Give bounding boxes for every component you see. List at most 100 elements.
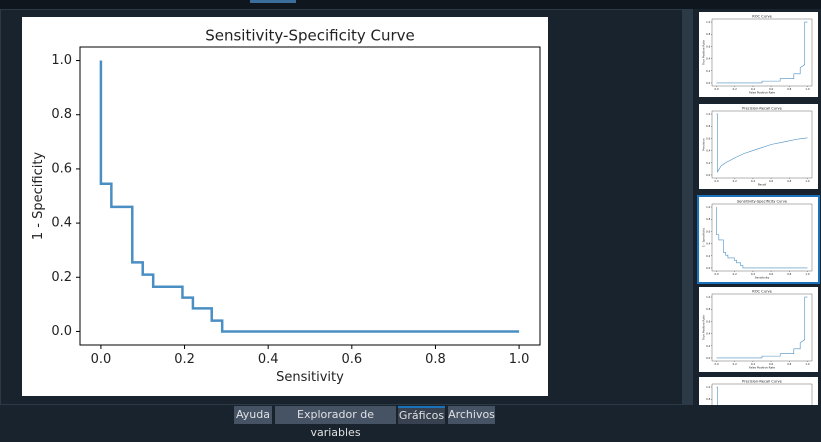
x-tick-label: 1.0	[509, 352, 530, 367]
axes-frame	[711, 203, 813, 272]
axes-frame	[711, 110, 813, 179]
figure-background	[22, 17, 548, 396]
y-tick-label: 0.0	[51, 324, 72, 339]
y-tick-label: 0.6	[706, 319, 710, 323]
y-tick-label: 0.4	[706, 332, 710, 336]
y-tick-label: 0.2	[706, 344, 710, 348]
x-axis-label: False Positive Rate	[749, 366, 775, 370]
chart-title: Precision-Recall Curve	[742, 106, 783, 110]
main-plot: 0.0 0.2 0.4 0.6 0.8 1.0 0.0 0.2 0.4 0.6 0.8 1.0 Sens…	[22, 17, 548, 396]
x-tick-label: 0.2	[733, 362, 737, 366]
x-tick-label: 0.6	[769, 362, 773, 366]
chart-title: ROC Curve	[752, 289, 772, 293]
x-tick-label: 0.2	[733, 272, 737, 276]
x-axis-label: Sensitivity	[276, 370, 344, 385]
axes-frame	[711, 383, 813, 405]
x-tick-label: 0.0	[91, 352, 112, 367]
y-tick-label: 0.4	[706, 242, 710, 246]
figure-background	[699, 104, 818, 189]
y-tick-label: 0.8	[706, 124, 710, 128]
y-tick-label: 0.8	[706, 217, 710, 221]
y-tick-label: 0.8	[51, 107, 72, 122]
figure-background	[699, 12, 818, 97]
thumbnail-plot: 0.0 0.2 0.4 0.6 0.8 1.0 0.0 0.2 0.4 0.6 0.8 1.0 ROC …	[699, 12, 818, 97]
x-tick-label: 1.0	[805, 179, 809, 183]
chart-title: Sensitivity-Specificity Curve	[737, 199, 788, 203]
y-tick-label: 0.8	[706, 32, 710, 36]
data-line	[99, 60, 520, 333]
thumbnail[interactable]: 0.00.20.40.60.81.00.00.20.40.60.81.0Prec…	[699, 377, 818, 405]
splitter[interactable]	[683, 9, 693, 405]
x-tick-label: 0.4	[751, 87, 755, 91]
x-tick-label: 0.8	[787, 179, 791, 183]
top-indicator	[250, 0, 296, 3]
x-tick-label: 0.8	[425, 352, 446, 367]
y-tick-label: 0.4	[706, 149, 710, 153]
thumbnail-selection	[697, 195, 820, 284]
x-tick-label: 0.8	[787, 87, 791, 91]
y-tick-label: 1.0	[706, 112, 710, 116]
y-axis-label: True Positive Rate	[701, 40, 705, 66]
figure-background	[699, 377, 818, 405]
tab[interactable]: Ayuda	[234, 406, 272, 424]
y-tick-label: 0.8	[706, 307, 710, 311]
thumbnail-plot: 0.0 0.2 0.4 0.6 0.8 1.0 0.0 0.2 0.4 0.6 0.8 1.0 ROC …	[699, 287, 818, 372]
chart-title: Sensitivity-Specificity Curve	[205, 26, 415, 44]
x-tick-label: 0.0	[714, 272, 718, 276]
x-axis-label: False Positive Rate	[749, 91, 775, 95]
y-tick-label: 0.0	[706, 81, 710, 85]
thumbnail-plot: 0.00.20.40.60.81.00.00.20.40.60.81.0Prec…	[699, 377, 818, 405]
x-tick-label: 0.4	[258, 352, 279, 367]
y-tick-label: 0.8	[706, 397, 710, 401]
x-tick-label: 1.0	[805, 272, 809, 276]
x-tick-label: 0.2	[174, 352, 195, 367]
x-axis-label: Sensitivity	[755, 276, 770, 280]
data-line	[716, 207, 808, 269]
thumbnail[interactable]: 0.0 0.2 0.4 0.6 0.8 1.0 0.0 0.2 0.4 0.6 0.8 1.0 Sens…	[699, 197, 818, 282]
x-tick-label: 0.6	[769, 272, 773, 276]
y-axis-label: 1 - Specificity	[701, 228, 705, 247]
x-tick-label: 0.0	[714, 362, 718, 366]
tab[interactable]: Archivos	[448, 406, 495, 424]
x-tick-label: 0.4	[751, 179, 755, 183]
y-tick-label: 0.6	[706, 136, 710, 140]
figure-background	[699, 197, 818, 282]
y-tick-label: 1.0	[51, 53, 72, 68]
y-axis-label: True Positive Rate	[701, 315, 705, 341]
y-tick-label: 0.6	[51, 161, 72, 176]
axes-frame	[711, 293, 813, 362]
axes-frame	[79, 46, 541, 346]
chart-title: ROC Curve	[752, 14, 772, 18]
y-tick-label: 0.2	[706, 254, 710, 258]
y-axis-label: Precision	[701, 138, 705, 151]
tab[interactable]: Explorador de variables	[275, 406, 396, 439]
y-tick-label: 1.0	[706, 20, 710, 24]
x-tick-label: 0.0	[714, 179, 718, 183]
thumbnail[interactable]: 0.0 0.2 0.4 0.6 0.8 1.0 0.0 0.2 0.4 0.6 0.8 1.0 ROC …	[699, 287, 818, 372]
x-tick-label: 0.0	[714, 87, 718, 91]
y-tick-label: 0.0	[706, 356, 710, 360]
y-tick-label: 0.4	[706, 57, 710, 61]
x-tick-label: 0.2	[733, 87, 737, 91]
thumbnail[interactable]: 0.0 0.2 0.4 0.6 0.8 1.0 0.0 0.2 0.4 0.6 0.8 1.0 ROC …	[699, 12, 818, 97]
thumbnail-plot: 0.0 0.2 0.4 0.6 0.8 1.0 0.0 0.2 0.4 0.6 0.8 1.0 Sens…	[699, 197, 818, 282]
top-bar	[0, 0, 821, 9]
x-tick-label: 0.4	[751, 362, 755, 366]
x-tick-label: 1.0	[805, 87, 809, 91]
y-tick-label: 0.6	[706, 44, 710, 48]
x-tick-label: 0.2	[733, 179, 737, 183]
y-tick-label: 0.0	[706, 266, 710, 270]
axes-frame	[711, 18, 813, 87]
y-tick-label: 1.0	[706, 205, 710, 209]
y-tick-label: 0.4	[51, 216, 72, 231]
y-axis-label: 1 - Specificity	[31, 152, 46, 241]
y-tick-label: 0.6	[706, 229, 710, 233]
x-tick-label: 0.6	[769, 87, 773, 91]
x-tick-label: 0.4	[751, 272, 755, 276]
x-tick-label: 1.0	[805, 362, 809, 366]
x-tick-label: 0.8	[787, 272, 791, 276]
tab[interactable]: Gráficos	[398, 406, 445, 424]
